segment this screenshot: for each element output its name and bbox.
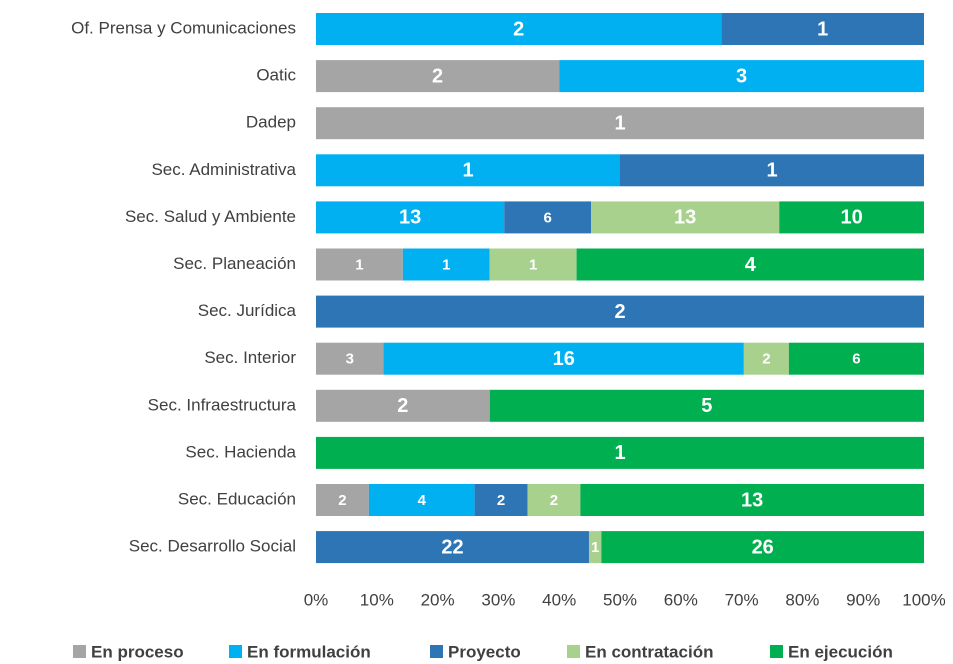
- data-label: 3: [736, 65, 747, 87]
- bar-segment: [316, 295, 924, 328]
- legend-label: En formulación: [247, 642, 371, 661]
- bar-segment: [489, 248, 577, 281]
- x-tick-label: 90%: [846, 590, 880, 609]
- bar-segment: [316, 248, 403, 281]
- bar-segment: [316, 201, 505, 234]
- x-tick-label: 20%: [421, 590, 455, 609]
- data-label: 4: [745, 254, 757, 276]
- data-label: 2: [432, 65, 443, 87]
- data-label: 16: [553, 348, 575, 370]
- bar-segment: [402, 248, 490, 281]
- bar-segment: [504, 201, 592, 234]
- bar-segment: [576, 248, 924, 281]
- legend-label: Proyecto: [448, 642, 521, 661]
- data-label: 1: [355, 256, 363, 273]
- bar-segment: [620, 154, 924, 187]
- y-tick-label: Sec. Jurídica: [198, 301, 297, 320]
- y-tick-label: Sec. Administrativa: [151, 160, 296, 179]
- y-tick-label: Sec. Hacienda: [185, 442, 296, 461]
- bar-segment: [588, 531, 602, 564]
- data-label: 6: [852, 351, 860, 368]
- x-tick-label: 100%: [902, 590, 945, 609]
- bar-segment: [527, 484, 581, 516]
- data-label: 1: [817, 18, 828, 40]
- y-tick-label: Sec. Planeación: [173, 254, 296, 273]
- data-label: 1: [766, 160, 777, 182]
- y-tick-label: Dadep: [246, 113, 296, 132]
- bar-segment: [383, 342, 744, 375]
- y-tick-label: Oatic: [256, 66, 296, 85]
- bar-segment: [743, 342, 789, 375]
- data-label: 26: [752, 536, 774, 558]
- bar-segment: [316, 154, 620, 187]
- data-label: 1: [462, 160, 473, 182]
- data-label: 1: [529, 256, 537, 273]
- bar-segment: [316, 531, 589, 564]
- data-label: 3: [346, 351, 354, 368]
- x-tick-label: 50%: [603, 590, 637, 609]
- bar-segment: [559, 60, 924, 93]
- bar-segment: [788, 342, 924, 375]
- data-label: 2: [497, 492, 505, 509]
- data-label: 6: [543, 209, 551, 226]
- bar-segment: [316, 107, 924, 140]
- bar-segment: [316, 60, 560, 93]
- data-label: 2: [762, 351, 770, 368]
- data-label: 2: [513, 18, 524, 40]
- data-label: 22: [441, 536, 463, 558]
- bar-segment: [601, 531, 924, 564]
- bar-segment: [489, 389, 924, 422]
- data-label: 1: [614, 112, 625, 134]
- legend-label: En proceso: [91, 642, 184, 661]
- legend-label: En ejecución: [788, 642, 893, 661]
- legend-swatch: [430, 645, 443, 658]
- bar-segment: [779, 201, 924, 234]
- bar-segment: [580, 484, 924, 516]
- y-tick-label: Sec. Interior: [204, 348, 296, 367]
- data-label: 5: [701, 395, 712, 417]
- bar-segment: [316, 342, 384, 375]
- data-label: 4: [418, 492, 427, 509]
- bar-segment: [591, 201, 780, 234]
- data-label: 1: [591, 539, 599, 556]
- bar-segment: [316, 389, 490, 422]
- y-tick-label: Of. Prensa y Comunicaciones: [71, 18, 296, 37]
- bar-segment: [474, 484, 528, 516]
- x-tick-label: 40%: [542, 590, 576, 609]
- data-label: 1: [442, 256, 450, 273]
- bar-segment: [721, 13, 924, 45]
- x-tick-label: 0%: [304, 590, 329, 609]
- legend-swatch: [229, 645, 242, 658]
- data-label: 2: [338, 492, 346, 509]
- data-label: 1: [614, 442, 625, 464]
- x-tick-label: 60%: [664, 590, 698, 609]
- data-label: 2: [550, 492, 558, 509]
- data-label: 13: [399, 207, 421, 229]
- data-label: 13: [741, 489, 763, 511]
- y-tick-label: Sec. Educación: [178, 489, 296, 508]
- legend-label: En contratación: [585, 642, 713, 661]
- legend-swatch: [567, 645, 580, 658]
- data-label: 2: [397, 395, 408, 417]
- bar-segment: [368, 484, 475, 516]
- legend-swatch: [770, 645, 783, 658]
- bar-segment: [316, 484, 369, 516]
- bar-segment: [316, 436, 924, 469]
- legend-swatch: [73, 645, 86, 658]
- y-tick-label: Sec. Desarrollo Social: [129, 537, 296, 556]
- bar-segment: [316, 13, 722, 45]
- x-tick-label: 30%: [481, 590, 515, 609]
- x-tick-label: 10%: [360, 590, 394, 609]
- data-label: 10: [840, 207, 862, 229]
- x-tick-label: 70%: [725, 590, 759, 609]
- y-tick-label: Sec. Infraestructura: [148, 395, 297, 414]
- y-tick-label: Sec. Salud y Ambiente: [125, 207, 296, 226]
- x-tick-label: 80%: [785, 590, 819, 609]
- data-label: 2: [614, 301, 625, 323]
- data-label: 13: [674, 207, 696, 229]
